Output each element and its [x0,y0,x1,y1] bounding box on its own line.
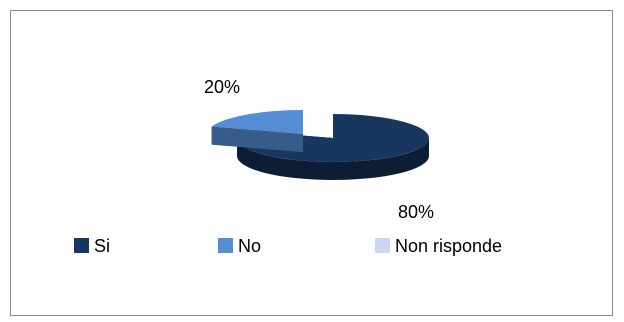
data-label-no: 20% [204,77,240,97]
legend: Si No Non risponde [74,236,502,256]
legend-swatch-si [74,238,89,253]
legend-item-non-risponde: Non risponde [375,236,502,256]
data-label-si: 80% [398,202,434,222]
pie-slice-no-top [211,110,303,134]
data-labels: 80% 20% [204,77,434,222]
legend-label-no: No [238,236,261,256]
pie-group [211,110,430,180]
pie-slice-no [211,110,303,152]
legend-label-non-risponde: Non risponde [395,236,502,256]
legend-swatch-non-risponde [375,238,390,253]
legend-item-si: Si [74,236,110,256]
legend-item-no: No [218,236,261,256]
pie-slice-no-rim [211,126,303,152]
legend-label-si: Si [94,236,110,256]
legend-swatch-no [218,238,233,253]
pie-slice-si-side [237,138,429,180]
